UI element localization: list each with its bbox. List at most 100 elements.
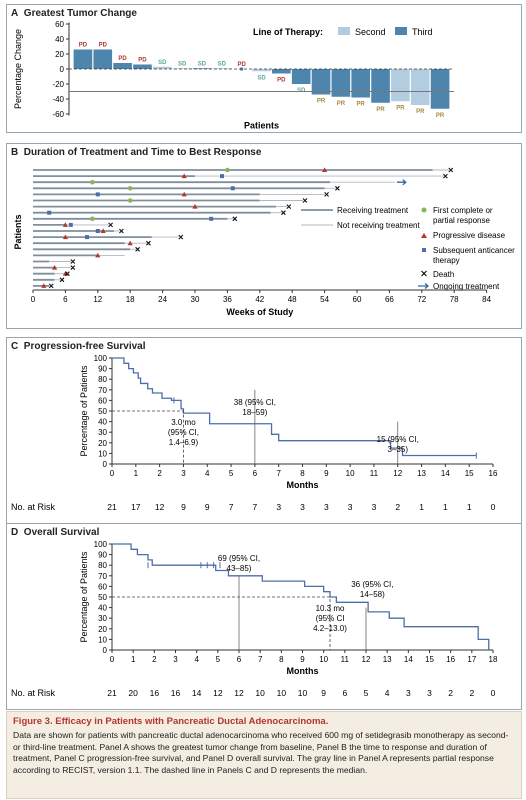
risk-label: No. at Risk: [11, 688, 56, 698]
median-annotation: 3.0 mo: [171, 418, 196, 427]
twelve-month-annotation: 15 (95% CI,: [377, 435, 419, 444]
median-line: [112, 410, 184, 464]
risk-count: 10: [277, 688, 287, 698]
x-tick-label: 15: [425, 655, 434, 664]
y-tick-label: 60: [98, 396, 107, 405]
risk-label: No. at Risk: [11, 502, 56, 512]
six-month-annotation: 43–85): [227, 564, 252, 573]
anticancer-marker: [220, 174, 224, 179]
risk-count: 4: [385, 688, 390, 698]
x-tick-label: 60: [353, 295, 362, 304]
x-tick-label: 18: [489, 655, 498, 664]
x-tick-label: 11: [341, 655, 350, 664]
risk-count: 3: [427, 688, 432, 698]
death-marker: [65, 271, 70, 277]
y-tick-label: 100: [94, 540, 108, 549]
x-tick-label: 13: [417, 469, 426, 478]
y-tick-label: 60: [98, 582, 107, 591]
panel-b-title: B Duration of Treatment and Time to Best…: [11, 147, 262, 158]
risk-count: 9: [205, 502, 210, 512]
x-axis-label: Months: [287, 666, 319, 676]
x-tick-label: 13: [383, 655, 392, 664]
risk-count: 2: [469, 688, 474, 698]
risk-count: 3: [406, 688, 411, 698]
response-marker: [127, 198, 133, 203]
response-label: PD: [99, 43, 108, 49]
response-label: PD: [138, 58, 147, 64]
figure-caption: Figure 3. Efficacy in Patients with Panc…: [6, 711, 522, 799]
y-tick-label: 0: [60, 65, 65, 74]
risk-count: 16: [150, 688, 160, 698]
death-marker: [335, 185, 340, 191]
y-tick-label: 50: [98, 593, 107, 602]
death-marker: [232, 216, 238, 222]
response-label: PD: [118, 56, 127, 62]
y-tick-label: 20: [98, 439, 107, 448]
legend-title: Line of Therapy:: [253, 27, 323, 37]
x-tick-label: 36: [223, 295, 232, 304]
risk-count: 16: [171, 688, 181, 698]
legend-anticancer-marker: [422, 248, 426, 252]
tumor-bar: [172, 68, 192, 69]
median-annotation: 1.4–6.9): [169, 438, 199, 447]
median-line: [112, 596, 331, 650]
death-marker: [70, 265, 76, 270]
y-tick-label: 70: [98, 572, 107, 581]
x-tick-label: 3: [173, 655, 178, 664]
y-axis-label: Percentage of Patients: [79, 551, 89, 643]
legend-death-marker: [421, 270, 427, 277]
legend-not-receiving-label: Not receiving treatment: [337, 221, 420, 230]
median-annotation: 4.2–13.0): [313, 624, 347, 633]
x-tick-label: 84: [482, 295, 491, 304]
y-tick-label: 30: [98, 614, 107, 623]
response-label: PD: [277, 78, 286, 84]
death-marker: [324, 192, 329, 197]
panel-a: A Greatest Tumor Change Line of Therapy:…: [6, 4, 522, 133]
risk-count: 3: [324, 502, 329, 512]
legend-anticancer-label-2: therapy: [433, 256, 460, 265]
response-label: SD: [257, 75, 266, 81]
tumor-bar: [430, 69, 450, 109]
legend-label-third: Third: [412, 27, 433, 37]
death-marker: [178, 234, 184, 240]
risk-count: 7: [229, 502, 234, 512]
death-marker: [286, 204, 292, 209]
y-tick-label: 100: [94, 354, 108, 363]
x-tick-label: 42: [255, 295, 264, 304]
x-tick-label: 54: [320, 295, 329, 304]
y-tick-label: 20: [55, 50, 64, 59]
risk-count: 0: [491, 688, 496, 698]
x-tick-label: 7: [258, 655, 263, 664]
anticancer-marker: [209, 216, 214, 221]
risk-count: 5: [364, 688, 369, 698]
six-month-annotation: 38 (95% CI,: [234, 398, 276, 407]
x-tick-label: 14: [404, 655, 413, 664]
x-tick-label: 0: [110, 469, 115, 478]
death-marker: [119, 228, 124, 234]
x-tick-label: 10: [319, 655, 328, 664]
y-axis-label: Patients: [13, 214, 23, 249]
response-label: PD: [79, 43, 88, 49]
tumor-bar: [410, 69, 430, 105]
death-marker: [281, 210, 286, 216]
median-annotation: (95% CI,: [168, 428, 199, 437]
x-tick-label: 4: [205, 469, 210, 478]
x-tick-label: 2: [152, 655, 157, 664]
legend-swatch-second: [338, 27, 350, 35]
progression-marker: [322, 167, 328, 172]
risk-count: 9: [321, 688, 326, 698]
response-marker: [225, 167, 230, 173]
risk-count: 3: [372, 502, 377, 512]
risk-count: 3: [276, 502, 281, 512]
tumor-bar: [391, 69, 410, 102]
response-marker: [90, 216, 95, 222]
risk-count: 3: [348, 502, 353, 512]
x-tick-label: 8: [279, 655, 284, 664]
response-label: SD: [158, 60, 167, 66]
anticancer-marker: [47, 210, 52, 215]
anticancer-marker: [230, 186, 235, 191]
x-tick-label: 24: [158, 295, 167, 304]
y-tick-label: 60: [55, 20, 64, 29]
legend-receiving-label: Receiving treatment: [337, 206, 409, 215]
